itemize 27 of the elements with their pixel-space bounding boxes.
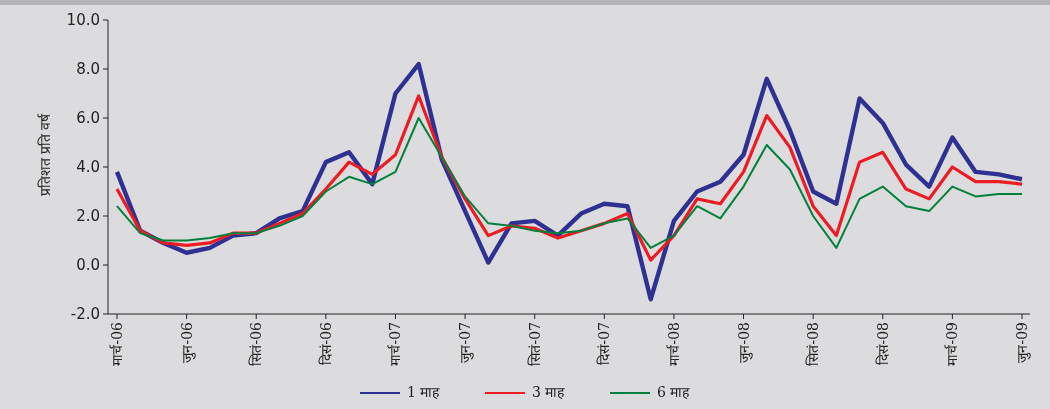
y-tick-label: 2.0	[76, 206, 100, 225]
y-tick-label: -2.0	[70, 304, 100, 323]
y-tick-label: 6.0	[76, 108, 100, 127]
x-tick-label: दिसं-08	[874, 322, 891, 365]
x-tick-label: सितं-06	[248, 321, 265, 366]
x-tick-label: जुन-09	[1014, 322, 1031, 363]
y-tick-label: 8.0	[76, 59, 100, 78]
x-tick-label: सितं-08	[805, 322, 822, 366]
x-tick-label: दिसं-07	[596, 322, 613, 365]
x-tick-label: जुन-08	[735, 322, 753, 363]
y-axis-title: प्रतिशत प्रति वर्ष	[37, 112, 53, 197]
x-tick-label: दिसं-06	[317, 321, 334, 365]
x-tick-label: सितं-07	[526, 322, 543, 366]
x-tick-label: जुन-07	[457, 322, 475, 363]
line-series	[114, 61, 1025, 302]
y-tick-label: 4.0	[76, 157, 100, 176]
x-tick-label: मार्च-06	[109, 321, 125, 366]
y-tick-label: 0.0	[76, 255, 100, 274]
line-series	[116, 117, 1023, 249]
x-tick-label: मार्च-09	[944, 322, 961, 366]
x-tick-label: मार्च-08	[665, 322, 682, 366]
legend-label: 3 माह	[532, 384, 566, 400]
legend-label: 1 माह	[407, 384, 441, 400]
x-tick-label: जुन-06	[178, 321, 196, 363]
legend-label: 6 माह	[657, 384, 691, 400]
y-tick-label: 10.0	[66, 10, 100, 29]
x-tick-label: मार्च-07	[387, 322, 404, 366]
